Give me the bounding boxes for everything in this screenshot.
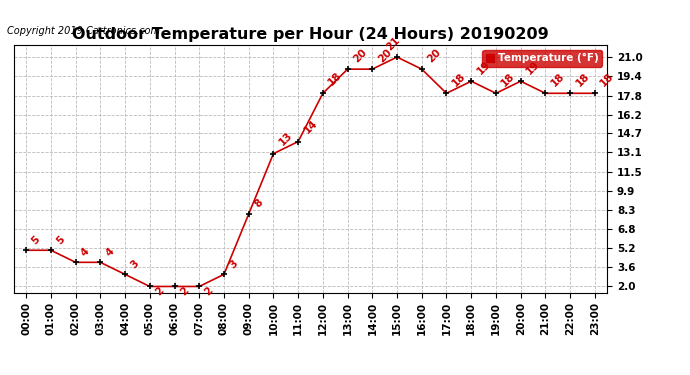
Text: 18: 18 (549, 71, 566, 88)
Legend: Temperature (°F): Temperature (°F) (482, 50, 602, 66)
Text: 5: 5 (55, 234, 67, 247)
Text: 2: 2 (203, 285, 215, 297)
Text: 2: 2 (178, 285, 190, 297)
Text: 19: 19 (524, 59, 542, 76)
Text: 14: 14 (302, 118, 319, 135)
Text: 18: 18 (574, 71, 591, 88)
Text: 20: 20 (376, 47, 393, 64)
Text: 4: 4 (79, 246, 92, 259)
Text: 18: 18 (500, 71, 517, 88)
Text: 18: 18 (326, 70, 344, 87)
Text: 18: 18 (598, 71, 616, 88)
Text: 20: 20 (351, 47, 368, 64)
Text: 2: 2 (153, 285, 166, 297)
Text: Copyright 2019 Cartronics.com: Copyright 2019 Cartronics.com (7, 26, 160, 36)
Text: 8: 8 (253, 197, 264, 209)
Text: 3: 3 (129, 259, 141, 271)
Title: Outdoor Temperature per Hour (24 Hours) 20190209: Outdoor Temperature per Hour (24 Hours) … (72, 27, 549, 42)
Text: 13: 13 (277, 130, 295, 148)
Text: 18: 18 (450, 71, 468, 88)
Text: 4: 4 (104, 246, 117, 259)
Text: 21: 21 (385, 35, 402, 52)
Text: 5: 5 (30, 234, 42, 247)
Text: 19: 19 (475, 59, 492, 76)
Text: 3: 3 (228, 259, 240, 271)
Text: 20: 20 (426, 47, 443, 64)
